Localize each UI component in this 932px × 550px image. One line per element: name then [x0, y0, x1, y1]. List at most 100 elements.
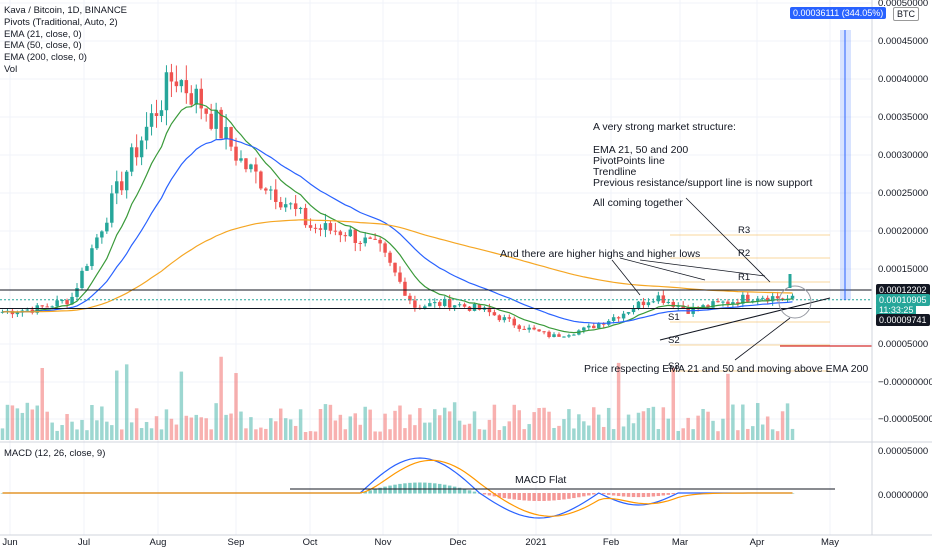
- volume-bar: [746, 428, 750, 440]
- annotation-arrow: [685, 197, 771, 283]
- candle-body: [338, 231, 343, 236]
- time-tick-label: Nov: [375, 537, 392, 548]
- volume-bar: [338, 414, 343, 440]
- macd-histogram-bar: [572, 493, 576, 499]
- volume-bar: [467, 423, 472, 440]
- volume-bar: [656, 429, 661, 440]
- volume-bar: [472, 411, 477, 440]
- candle-body: [437, 302, 442, 306]
- ema-line-ema21: [2, 102, 793, 334]
- volume-bar: [721, 418, 725, 440]
- price-tick-label: 0.00025000: [878, 188, 928, 199]
- candle-body: [234, 146, 238, 161]
- candle-body: [110, 193, 114, 223]
- volume-bar: [298, 409, 303, 440]
- pivot-label: R3: [738, 225, 750, 236]
- time-tick-label: Jul: [78, 537, 90, 548]
- volume-bar: [532, 412, 536, 440]
- volume-bar: [129, 422, 134, 440]
- macd-histogram-bar: [433, 483, 437, 494]
- volume-bar: [433, 409, 437, 440]
- volume-bar: [348, 416, 353, 440]
- volume-bar: [318, 409, 323, 440]
- volume-bar: [154, 416, 159, 440]
- volume-bar: [308, 431, 313, 440]
- macd-indicator-label[interactable]: MACD (12, 26, close, 9): [4, 448, 106, 459]
- time-tick-label: Dec: [450, 537, 467, 548]
- candle-body: [259, 171, 263, 189]
- btc-badge[interactable]: BTC: [893, 7, 919, 21]
- candle-body: [239, 158, 243, 161]
- volume-bar: [124, 364, 129, 440]
- candle-body: [95, 237, 99, 249]
- candle-body: [770, 296, 775, 302]
- projection-price-tag: 0.00036111 (344.05%): [790, 7, 887, 19]
- candle-body: [741, 294, 745, 304]
- ema-line-ema50: [2, 137, 793, 324]
- volume-bar: [119, 429, 124, 440]
- candle-body: [149, 113, 154, 127]
- volume-bar: [457, 420, 462, 440]
- pivots-indicator-label[interactable]: Pivots (Traditional, Auto, 2): [4, 16, 118, 28]
- volume-bar: [134, 408, 139, 440]
- volume-bar: [442, 407, 447, 440]
- candle-body: [775, 296, 780, 299]
- volume-bar: [249, 417, 253, 440]
- candle-body: [283, 204, 288, 208]
- ema50-indicator-label[interactable]: EMA (50, close, 0): [4, 40, 82, 52]
- volume-bar: [189, 417, 194, 440]
- ema-line-ema200: [2, 219, 793, 313]
- candle-body: [547, 331, 551, 338]
- ema21-indicator-label[interactable]: EMA (21, close, 0): [4, 28, 82, 40]
- volume-bar: [204, 418, 208, 440]
- volume-bar: [716, 431, 720, 440]
- candle-body: [780, 298, 785, 300]
- volume-bar: [562, 419, 566, 440]
- volume-bar: [358, 424, 362, 440]
- macd-histogram-bar: [542, 493, 546, 501]
- macd-histogram-bar: [621, 493, 626, 497]
- candle-body: [15, 312, 20, 315]
- candle-body: [303, 207, 308, 226]
- candle-body: [179, 80, 184, 87]
- volume-bar: [552, 427, 556, 440]
- volume-bar: [35, 405, 40, 440]
- volume-indicator-label[interactable]: Vol: [4, 63, 18, 75]
- volume-bar: [437, 415, 442, 440]
- macd-histogram-bar: [457, 487, 462, 494]
- volume-bar: [5, 404, 10, 440]
- candle-body: [124, 171, 129, 191]
- price-tick-label: 0.00005000: [878, 339, 928, 350]
- candle-body: [532, 327, 536, 330]
- volume-bar: [15, 408, 20, 440]
- macd-histogram-bar: [631, 493, 636, 498]
- macd-histogram-bar: [656, 493, 661, 497]
- price-axis: 0.00050000 0.00045000 0.00040000 0.00035000…: [871, 0, 932, 535]
- volume-bar: [775, 431, 780, 440]
- volume-bar: [487, 419, 492, 440]
- candle-body: [721, 301, 725, 303]
- price-tick-label: 0.00040000: [878, 74, 928, 85]
- volume-bar: [666, 418, 671, 440]
- macd-histogram-bar: [462, 488, 467, 494]
- volume-bar: [413, 425, 417, 440]
- candle-body: [736, 302, 740, 304]
- annotation-structure-item: Previous resistance/support line is now …: [593, 177, 813, 189]
- macd-histogram-bar: [562, 493, 566, 500]
- countdown-tag: 11:33:25: [876, 304, 917, 316]
- candle-body: [572, 334, 576, 336]
- macd-histogram-bar: [378, 487, 382, 494]
- time-tick-label: Feb: [603, 537, 619, 548]
- candle-body: [164, 72, 169, 111]
- chart-title: Kava / Bitcoin, 1D, BINANCE: [4, 5, 128, 16]
- candle-body: [760, 297, 765, 299]
- ema200-indicator-label[interactable]: EMA (200, close, 0): [4, 52, 87, 64]
- annotation-structure-item: PivotPoints line: [593, 155, 665, 167]
- volume-bar: [139, 428, 144, 440]
- volume-bar: [313, 431, 318, 440]
- candle-body: [45, 306, 49, 308]
- candle-body: [209, 113, 213, 129]
- candle-body: [219, 109, 223, 139]
- volume-bar: [373, 431, 377, 440]
